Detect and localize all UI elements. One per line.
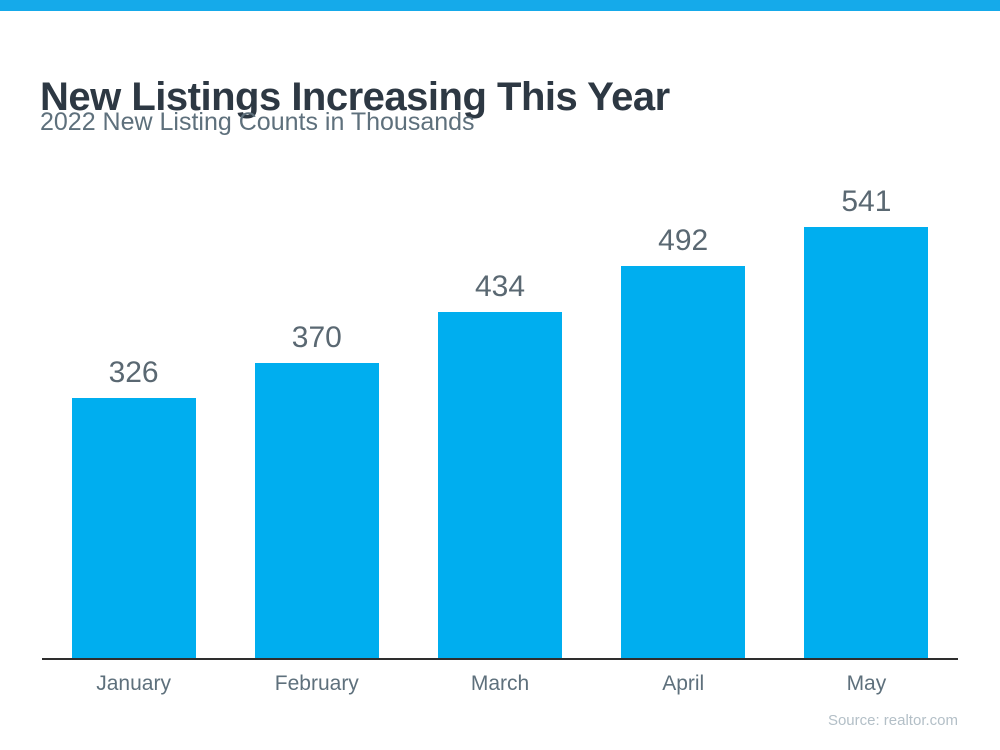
x-axis-label: March bbox=[470, 672, 530, 695]
bar-column: 326 bbox=[42, 160, 225, 658]
bar bbox=[71, 398, 196, 658]
x-axis-label: May bbox=[846, 672, 887, 695]
chart-title: New Listings Increasing This Year bbox=[40, 74, 670, 119]
top-accent-bar bbox=[0, 0, 1000, 11]
bar-column: 492 bbox=[592, 160, 775, 658]
source-note: Source: realtor.com bbox=[827, 712, 958, 729]
bar-value-label: 326 bbox=[108, 356, 159, 389]
bar bbox=[254, 363, 379, 658]
bar-value-label: 492 bbox=[658, 224, 709, 257]
x-axis-label: February bbox=[274, 672, 359, 695]
x-axis-label: January bbox=[96, 672, 171, 695]
bar-column: 370 bbox=[225, 160, 408, 658]
bar bbox=[438, 312, 562, 658]
bar-column: 434 bbox=[408, 160, 591, 658]
bar-value-label: 370 bbox=[291, 321, 342, 354]
chart-subtitle: 2022 New Listing Counts in Thousands bbox=[40, 108, 475, 136]
bar bbox=[621, 266, 746, 658]
bar-value-label: 434 bbox=[474, 270, 526, 303]
x-axis-label: April bbox=[662, 672, 705, 695]
x-axis-labels: January February March April May bbox=[42, 672, 958, 696]
bar-value-label: 541 bbox=[841, 185, 892, 218]
bar-column: 541 bbox=[775, 160, 958, 658]
bar bbox=[804, 227, 929, 658]
bar-chart-plot-area: 326 370 434 492 541 bbox=[42, 160, 958, 660]
